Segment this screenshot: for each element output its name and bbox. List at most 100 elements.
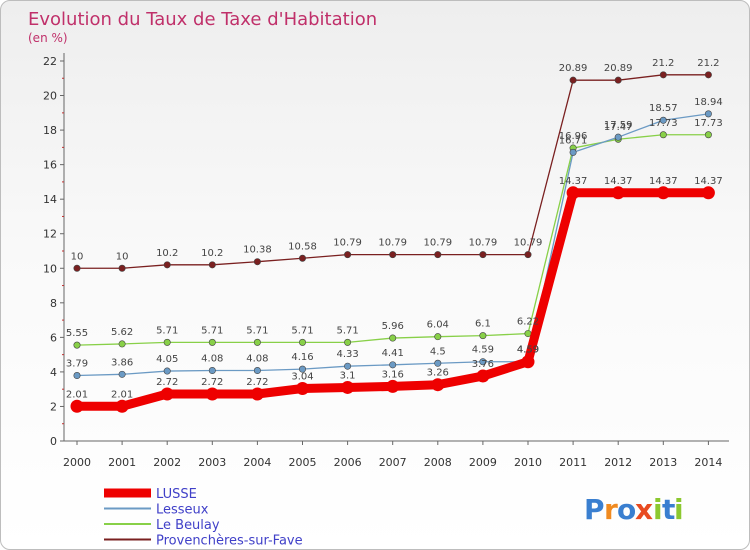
point-provench-res-sur-fave (163, 261, 171, 269)
data-label: 3.04 (291, 371, 313, 382)
x-tick-label: 2013 (649, 456, 677, 469)
point-provench-res-sur-fave (389, 251, 397, 259)
data-label: 6.1 (475, 319, 491, 330)
point-lusse (566, 186, 580, 200)
data-label: 4.59 (472, 345, 494, 356)
data-label: 14.37 (604, 176, 633, 187)
point-lesseux (659, 116, 667, 124)
point-lusse (521, 355, 535, 369)
y-tick-label: 8 (50, 297, 57, 310)
data-label: 10.38 (243, 245, 272, 256)
y-tick-label: 20 (43, 90, 57, 103)
data-labels-layer: 2.01 2.01 2.72 2.72 2.72 3.04 3.1 3.16 3.26 3.76 4… (66, 58, 723, 400)
series-layer (70, 71, 715, 413)
point-provench-res-sur-fave (208, 261, 216, 269)
data-label: 21.2 (697, 58, 719, 69)
point-provench-res-sur-fave (253, 258, 261, 266)
data-label: 4.05 (156, 354, 178, 365)
point-lusse (205, 387, 219, 401)
data-label: 6.04 (427, 320, 449, 331)
point-lusse (115, 399, 129, 413)
point-le-beulay (389, 334, 397, 342)
data-label: 3.26 (427, 368, 449, 379)
x-tick-label: 2010 (514, 456, 542, 469)
y-tick-label: 12 (43, 228, 57, 241)
point-provench-res-sur-fave (344, 251, 352, 259)
logo-letter: i (653, 493, 663, 526)
data-label: 5.55 (66, 328, 88, 339)
legend-label: Lesseux (156, 503, 209, 518)
logo-letter: x (635, 493, 653, 526)
data-label: 10.58 (288, 241, 317, 252)
point-le-beulay (208, 338, 216, 346)
point-lesseux (208, 367, 216, 375)
point-le-beulay (118, 340, 126, 348)
data-label: 5.71 (336, 325, 358, 336)
data-label: 3.79 (66, 359, 88, 370)
point-provench-res-sur-fave (524, 251, 532, 259)
x-tick-label: 2014 (694, 456, 722, 469)
point-le-beulay (163, 338, 171, 346)
point-lesseux (73, 372, 81, 380)
x-tick-label: 2003 (198, 456, 226, 469)
data-label: 10.2 (201, 248, 223, 259)
legend-label: Provenchères-sur-Fave (156, 534, 303, 549)
logo-letter: r (604, 493, 618, 526)
point-lesseux (479, 358, 487, 366)
point-lusse (611, 186, 625, 200)
axes: 0 2 4 6 8 10 12 14 16 18 20 22 2000 2001 2002 2003 2004 2… (43, 53, 729, 469)
x-tick-label: 2008 (424, 456, 452, 469)
data-label: 10 (116, 251, 129, 262)
point-lesseux (344, 362, 352, 370)
data-label: 10.79 (423, 238, 452, 249)
data-label: 5.62 (111, 327, 133, 338)
point-le-beulay (253, 338, 261, 346)
point-le-beulay (659, 131, 667, 139)
data-label: 5.71 (291, 325, 313, 336)
data-label: 10 (71, 251, 84, 262)
data-label: 4.59 (517, 345, 539, 356)
data-label: 4.08 (201, 354, 223, 365)
point-le-beulay (73, 341, 81, 349)
y-tick-label: 22 (43, 55, 57, 68)
x-tick-label: 2000 (63, 456, 91, 469)
point-provench-res-sur-fave (434, 251, 442, 259)
point-provench-res-sur-fave (479, 251, 487, 259)
chart-subtitle: (en %) (28, 31, 68, 45)
point-lesseux (569, 148, 577, 156)
point-le-beulay (434, 333, 442, 341)
data-label: 3.16 (382, 369, 404, 380)
point-provench-res-sur-fave (614, 76, 622, 84)
data-label: 4.08 (246, 354, 268, 365)
x-tick-label: 2002 (153, 456, 181, 469)
data-label: 4.5 (430, 346, 446, 357)
logo-letter: i (674, 493, 684, 526)
point-provench-res-sur-fave (118, 264, 126, 272)
y-tick-label: 4 (50, 366, 57, 379)
point-lesseux (704, 110, 712, 118)
data-label: 5.71 (201, 325, 223, 336)
data-label: 2.72 (201, 377, 223, 388)
point-le-beulay (298, 338, 306, 346)
point-le-beulay (524, 330, 532, 338)
data-label: 14.37 (649, 176, 678, 187)
data-label: 4.16 (291, 352, 313, 363)
y-tick-label: 18 (43, 124, 57, 137)
data-label: 5.96 (382, 321, 404, 332)
data-label: 3.1 (340, 370, 356, 381)
data-label: 3.86 (111, 357, 133, 368)
logo-letter: o (617, 493, 636, 526)
point-lusse (386, 379, 400, 393)
data-label: 18.57 (649, 103, 678, 114)
data-label: 4.33 (336, 349, 358, 360)
data-label: 16.96 (559, 131, 588, 142)
y-tick-label: 6 (50, 331, 57, 344)
legend-label: LUSSE (156, 487, 197, 502)
data-label: 16.71 (559, 135, 588, 146)
data-label: 2.72 (246, 377, 268, 388)
x-tick-label: 2007 (379, 456, 407, 469)
x-tick-label: 2012 (604, 456, 632, 469)
